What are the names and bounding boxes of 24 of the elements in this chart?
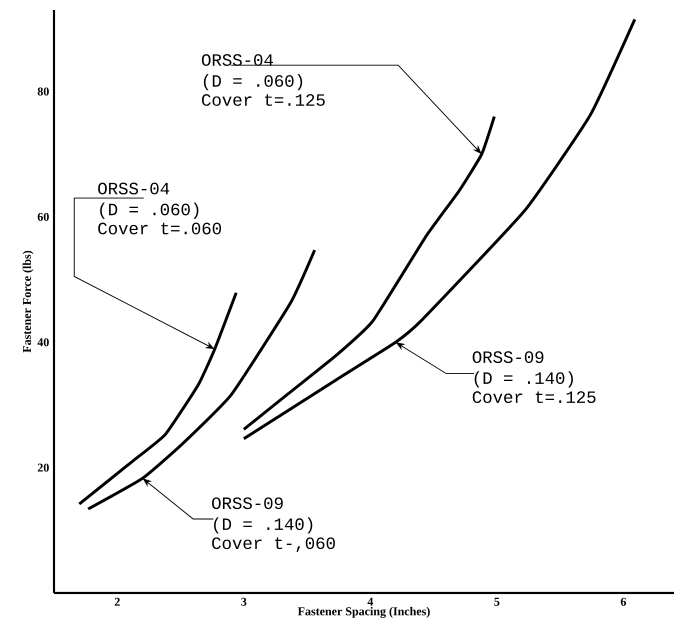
y-tick-label: 60: [38, 212, 49, 221]
annotation: Cover t-,060: [212, 537, 335, 552]
annotation: (D = .060): [204, 74, 302, 90]
annotation: ORSS-09: [212, 497, 283, 510]
x-tick-label: 4: [368, 598, 374, 606]
x-axis-title: Fastener Spacing (Inches): [298, 606, 430, 618]
annotation: ORSS-09: [472, 351, 544, 364]
x-tick-label: 6: [620, 598, 626, 606]
x-tick-label: 5: [494, 598, 500, 606]
y-tick-label: 40: [37, 338, 49, 346]
annotation: ORSS-04: [98, 182, 170, 194]
annotation: (D = .140): [214, 517, 312, 534]
annotation: Cover t=.125: [202, 94, 325, 106]
y-tick-label: 20: [38, 464, 49, 472]
y-tick-label: 80: [38, 87, 49, 96]
annotation: Cover t=.060: [98, 222, 222, 234]
annotation: (D = .140): [474, 371, 573, 388]
line-series: [86, 248, 316, 510]
x-tick-label: 3: [241, 598, 246, 606]
annotation: ORSS-04: [202, 54, 273, 66]
y-axis-title: Fastener Force (lbs): [22, 250, 34, 352]
x-tick-label: 2: [114, 598, 120, 606]
annotation: (D = .060): [100, 202, 198, 219]
annotation: Cover t=.125: [472, 391, 596, 404]
